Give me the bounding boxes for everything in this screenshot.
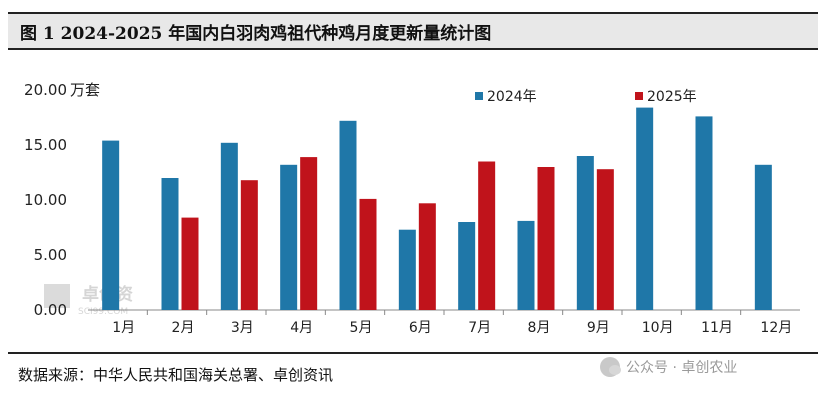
axes: 20.00 15.00 10.00 5.00 0.00 万套 1月 2月 3月 4月 5月 6月 7月 8… [24, 81, 800, 336]
y-tick-label: 5.00 [34, 246, 67, 264]
bar-series1 [754, 164, 772, 310]
bars [102, 107, 772, 311]
legend: 2024年 2025年 [475, 89, 697, 105]
bar-series1 [161, 178, 179, 310]
legend-label: 2025年 [647, 89, 697, 105]
x-tick-label: 2月 [172, 320, 195, 336]
wechat-watermark-text: 公众号 · 卓创农业 [626, 360, 738, 376]
x-tick-label: 6月 [409, 320, 432, 336]
x-tick-label: 8月 [528, 320, 551, 336]
logo-text-en: SCI99.COM [78, 307, 128, 317]
chart-title: 图 1 2024-2025 年国内白羽肉鸡祖代种鸡月度更新量统计图 [20, 23, 492, 44]
bar-series1 [458, 222, 476, 310]
x-tick-label: 7月 [468, 320, 491, 336]
bar-series1 [517, 220, 535, 310]
logo-mark [44, 284, 70, 308]
bar-series1 [280, 164, 298, 310]
bar-series2 [181, 217, 199, 310]
y-tick-label: 20.00 [24, 81, 67, 99]
bar-series2 [478, 161, 496, 310]
legend-swatch [475, 92, 483, 100]
bar-series1 [220, 142, 238, 310]
x-tick-label: 5月 [350, 320, 373, 336]
y-unit-label: 万套 [70, 81, 100, 99]
bar-series1 [339, 120, 357, 310]
bar-series2 [359, 198, 377, 310]
bar-series2 [300, 157, 318, 310]
bar-series1 [695, 116, 713, 311]
bar-series2 [596, 169, 614, 310]
bar-series1 [398, 229, 416, 310]
x-tick-label: 11月 [701, 320, 733, 336]
x-tick-label: 4月 [290, 320, 313, 336]
y-tick-label: 10.00 [24, 191, 67, 209]
x-tick-label: 3月 [231, 320, 254, 336]
x-tick-label: 1月 [112, 320, 135, 336]
legend-label: 2024年 [487, 89, 537, 105]
wechat-icon [600, 357, 621, 377]
y-tick-label: 0.00 [34, 301, 67, 319]
x-tick-label: 12月 [760, 320, 792, 336]
y-tick-label: 15.00 [24, 136, 67, 154]
bar-series1 [636, 107, 654, 310]
bar-series1 [576, 156, 594, 310]
bar-series2 [418, 203, 436, 310]
x-tick-label: 9月 [587, 320, 610, 336]
bar-series2 [240, 180, 258, 310]
legend-swatch [635, 92, 643, 100]
wechat-watermark: 公众号 · 卓创农业 [600, 354, 737, 380]
x-tick-label: 10月 [642, 320, 674, 336]
bar-series2 [537, 167, 555, 310]
bar-series1 [102, 140, 120, 310]
title-bar: 图 1 2024-2025 年国内白羽肉鸡祖代种鸡月度更新量统计图 [8, 12, 818, 50]
footer-divider [8, 352, 818, 354]
data-source: 数据来源：中华人民共和国海关总署、卓创资讯 [18, 366, 334, 384]
